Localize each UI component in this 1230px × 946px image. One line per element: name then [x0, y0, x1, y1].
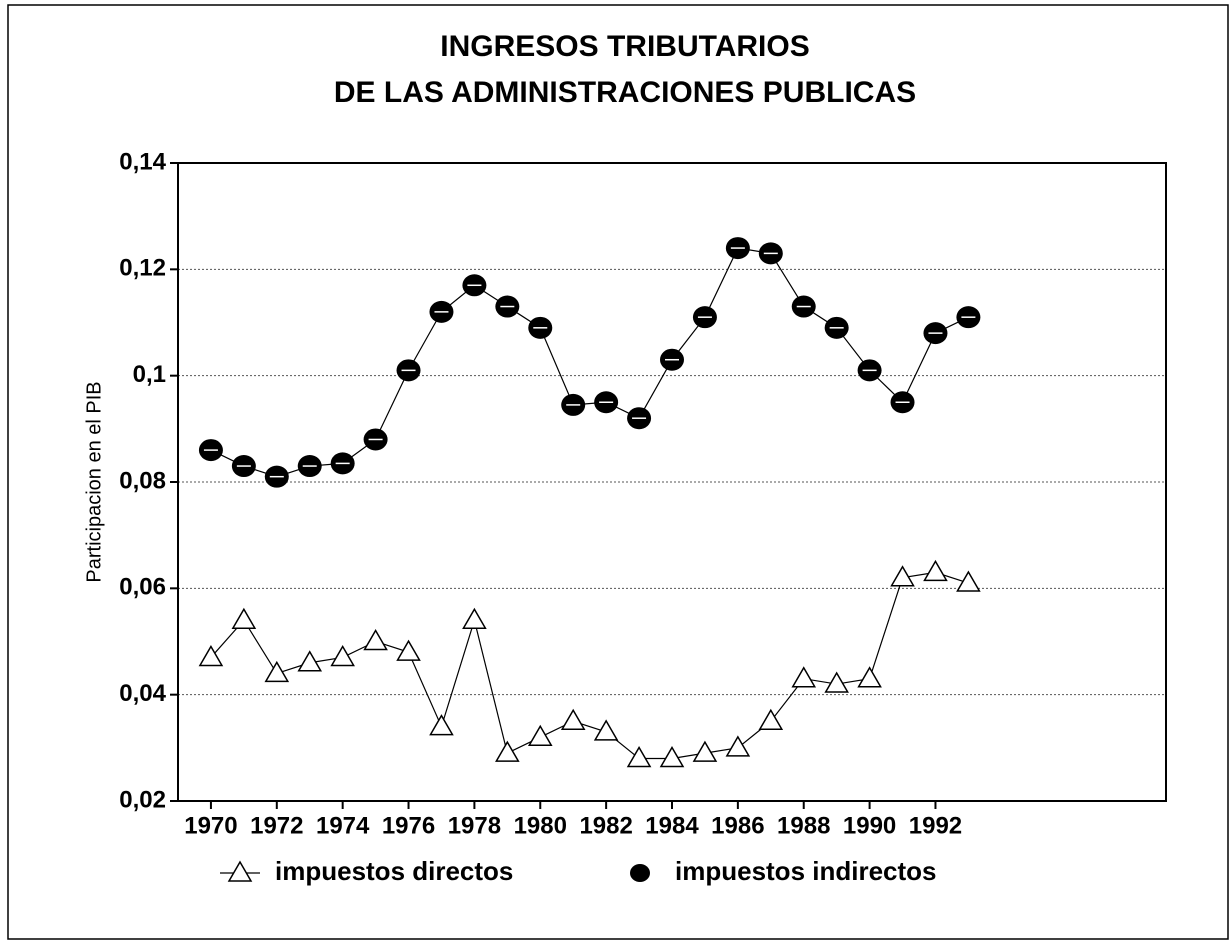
y-tick-label: 0,14: [119, 148, 166, 175]
marker: [231, 607, 257, 629]
x-tick-label: 1978: [448, 812, 501, 839]
series-line: [210, 247, 969, 478]
marker: [560, 708, 586, 730]
x-tick-label: 1980: [514, 812, 567, 839]
marker: [824, 671, 849, 693]
marker: [758, 708, 784, 730]
y-tick-label: 0,12: [119, 255, 166, 282]
marker: [363, 629, 388, 651]
marker: [923, 559, 948, 582]
marker: [396, 639, 421, 661]
marker: [890, 565, 915, 587]
legend-label: impuestos directos: [275, 856, 513, 886]
marker: [330, 644, 355, 667]
x-tick-label: 1988: [777, 812, 830, 839]
x-tick-label: 1984: [645, 812, 699, 839]
marker: [725, 735, 751, 757]
x-tick-label: 1990: [843, 812, 896, 839]
x-tick-label: 1992: [909, 812, 962, 839]
marker: [857, 666, 882, 688]
marker: [198, 644, 224, 667]
x-tick-label: 1986: [711, 812, 764, 839]
chart-title: INGRESOS TRIBUTARIOS: [440, 30, 809, 63]
marker: [791, 666, 817, 688]
x-tick-label: 1974: [316, 812, 370, 839]
y-tick-label: 0,06: [119, 574, 166, 601]
marker: [462, 607, 487, 629]
y-tick-label: 0,08: [119, 467, 166, 494]
y-tick-label: 0,04: [119, 680, 166, 707]
marker: [956, 570, 981, 592]
marker: [429, 714, 454, 736]
marker: [626, 745, 652, 768]
marker: [264, 660, 290, 683]
marker: [297, 650, 323, 672]
x-tick-label: 1982: [579, 812, 632, 839]
y-tick-label: 0,1: [133, 361, 166, 388]
marker: [692, 740, 718, 762]
legend-label: impuestos indirectos: [675, 856, 937, 886]
legend-marker: [630, 864, 650, 882]
x-tick-label: 1970: [184, 812, 237, 839]
legend-marker: [227, 860, 253, 882]
marker: [659, 745, 685, 768]
series-line: [210, 571, 969, 760]
y-tick-label: 0,02: [119, 786, 166, 813]
marker: [495, 740, 520, 762]
y-axis-label: Participacion en el PIB: [83, 381, 105, 582]
frame: [7, 4, 1229, 940]
x-tick-label: 1976: [382, 812, 435, 839]
marker: [527, 724, 553, 746]
marker: [593, 719, 619, 741]
chart-title: DE LAS ADMINISTRACIONES PUBLICAS: [334, 76, 916, 109]
x-tick-label: 1972: [250, 812, 303, 839]
